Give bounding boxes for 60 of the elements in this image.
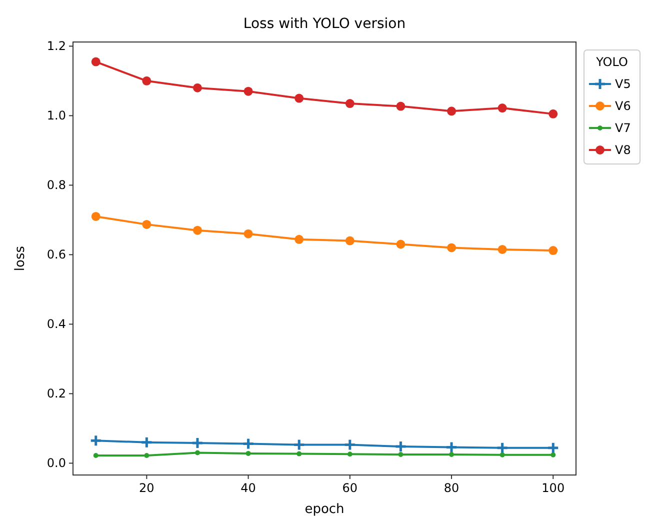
point <box>91 57 100 66</box>
point <box>144 453 150 458</box>
legend-title: YOLO <box>595 55 628 69</box>
point <box>296 451 302 456</box>
x-tick-label: 20 <box>139 481 154 495</box>
point <box>447 243 456 252</box>
point <box>142 220 152 229</box>
y-axis-title: loss <box>13 246 28 272</box>
point <box>294 94 304 103</box>
point <box>396 240 406 249</box>
point <box>192 83 202 92</box>
x-tick-label: 80 <box>444 481 460 495</box>
point <box>449 452 454 457</box>
legend-label: V6 <box>615 99 631 113</box>
point <box>550 452 556 458</box>
x-tick-label: 100 <box>542 481 565 495</box>
point <box>498 244 507 254</box>
point <box>500 452 505 458</box>
legend-label: V7 <box>615 121 631 135</box>
point <box>548 246 558 256</box>
point <box>546 442 560 454</box>
legend-label: V8 <box>615 143 631 157</box>
point <box>344 438 356 452</box>
x-tick-label: 60 <box>342 481 358 495</box>
point <box>498 104 507 113</box>
point <box>191 436 204 450</box>
point <box>294 234 304 244</box>
point <box>192 226 202 235</box>
point <box>548 109 558 118</box>
point <box>345 236 354 246</box>
point <box>398 452 404 457</box>
point <box>140 436 153 449</box>
chart-title: Loss with YOLO version <box>243 16 406 32</box>
point <box>244 229 253 238</box>
point <box>244 86 253 96</box>
point <box>345 99 354 108</box>
point <box>292 438 306 452</box>
point <box>447 106 456 116</box>
y-tick-label: 1.2 <box>46 39 66 54</box>
y-tick-label: 0.6 <box>46 248 66 262</box>
point <box>445 440 458 454</box>
point <box>396 102 406 111</box>
y-tick-label: 1.0 <box>46 108 66 123</box>
x-tick-label: 40 <box>240 481 256 495</box>
point <box>142 76 152 86</box>
y-tick-label: 0.2 <box>46 386 66 401</box>
point <box>347 452 352 457</box>
point <box>496 442 509 454</box>
point <box>90 434 102 447</box>
legend-label: V5 <box>615 77 631 91</box>
point <box>242 437 255 450</box>
y-tick-label: 0.4 <box>46 317 66 332</box>
point <box>91 212 100 221</box>
x-axis-title: epoch <box>304 502 344 517</box>
point <box>394 440 407 453</box>
point <box>246 450 251 456</box>
point <box>93 453 98 458</box>
point <box>194 450 200 456</box>
y-tick-label: 0.0 <box>46 456 66 470</box>
y-tick-label: 0.8 <box>46 178 66 192</box>
